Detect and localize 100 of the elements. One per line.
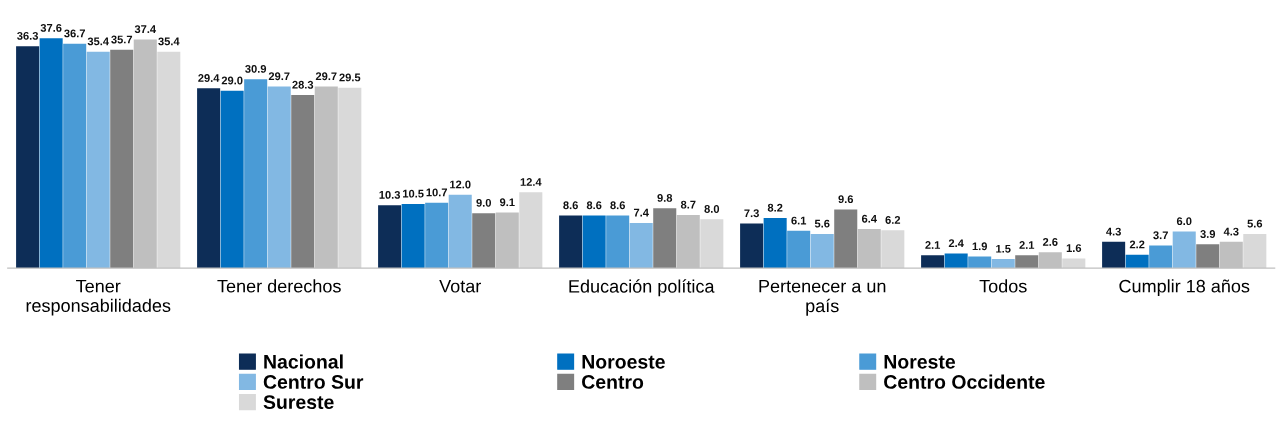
bar [157,51,181,269]
x-tick-label: Cumplir 18 años [1119,279,1250,297]
bar [944,253,968,269]
data-label: 35.7 [111,35,133,44]
data-label: 3.7 [1153,231,1168,240]
data-label: 2.4 [948,239,964,248]
legend-label: Nacional [264,354,343,369]
bar [1149,245,1173,269]
bar [740,223,764,269]
bar [401,203,425,269]
data-label: 29.7 [268,72,290,81]
bar [39,38,63,269]
data-label: 10.5 [403,189,424,198]
data-label: 4.3 [1106,227,1121,236]
data-label: 6.4 [861,214,877,223]
legend-label: Sureste [263,395,334,410]
bar [1015,255,1039,269]
bar [582,215,606,269]
data-label: 8.2 [767,203,783,212]
bar [110,49,134,269]
data-label: 28.3 [292,80,314,89]
data-label: 36.3 [17,31,39,40]
data-label: 9.0 [476,198,492,207]
bar [834,209,858,269]
bar [86,51,110,269]
data-label: 30.9 [245,64,267,73]
bar [519,192,543,269]
bar [378,205,402,269]
legend-label: Centro Occidente [884,374,1045,389]
bar [700,219,724,269]
bar [559,215,583,269]
bar [1125,254,1149,269]
data-label: 2.1 [1019,241,1035,249]
data-label: 29.5 [339,73,361,82]
data-label: 8.0 [704,205,720,213]
data-label: 8.6 [586,201,602,210]
bar [244,79,268,269]
data-label: 10.7 [426,188,448,197]
data-label: 7.4 [633,208,649,217]
legend-label: Centro [582,375,644,389]
bar [921,255,945,269]
bar [1172,231,1196,269]
data-label: 8.6 [610,201,626,210]
data-label: 12.0 [450,180,471,189]
data-label: 5.6 [1247,219,1263,228]
data-label: 36.7 [64,29,86,38]
bar [1062,258,1086,269]
bar [472,213,496,269]
data-label: 8.7 [680,200,696,209]
data-label: 2.6 [1042,238,1058,246]
data-label: 9.6 [838,195,854,204]
x-tick-label: Tener derechos [217,279,341,293]
data-label: 6.2 [885,216,901,224]
bar [291,95,315,269]
data-label: 4.3 [1223,227,1239,236]
data-label: 6.1 [791,216,807,225]
bar [425,202,449,269]
data-label: 10.3 [379,190,401,199]
data-label: 6.0 [1176,217,1192,226]
bar [629,222,653,269]
bar [810,233,834,269]
bar [1102,241,1126,269]
bar [267,86,291,269]
legend-label: Noreste [884,355,956,369]
legend-label: Centro Sur [263,375,364,389]
bar [968,256,992,269]
data-label: 37.4 [134,25,157,34]
bar [1243,233,1267,269]
bar [448,194,472,269]
data-label: 37.6 [40,23,62,32]
bar [220,90,244,269]
bar [63,43,87,269]
bar [653,208,677,269]
legend-label: Noroeste [582,355,665,369]
data-label: 35.4 [158,37,180,46]
data-label: 29.0 [221,76,243,85]
bar [881,230,905,269]
data-label: 2.1 [925,241,941,249]
data-label: 29.4 [198,74,220,82]
x-tick-label: Todos [979,279,1027,293]
data-label: 8.6 [563,201,578,210]
data-label: 12.4 [520,178,542,186]
data-label: 35.4 [87,37,109,46]
data-label: 9.1 [499,198,515,207]
data-label: 7.3 [744,209,759,218]
bar [1196,244,1220,269]
bar [338,87,362,269]
data-label: 1.6 [1066,244,1082,253]
data-label: 1.5 [996,244,1011,253]
data-label: 2.2 [1129,240,1145,249]
bar [606,215,630,269]
data-label: 9.8 [657,194,673,202]
bar [991,259,1015,269]
data-label: 29.7 [315,72,337,81]
x-tick-label: Pertenecer a un país [759,279,886,316]
x-tick-label: Educación política [569,279,715,297]
bar [763,218,787,269]
data-label: 1.9 [972,242,987,251]
bar [787,230,811,269]
x-tick-label: Votar [439,279,481,293]
